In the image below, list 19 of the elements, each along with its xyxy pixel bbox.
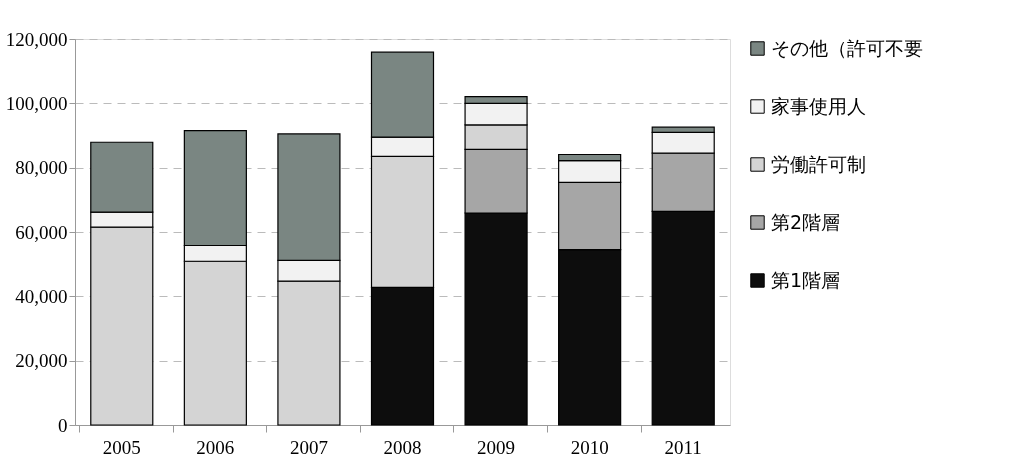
x-tick-label: 2005 [102, 436, 141, 458]
legend-label: 第2階層 [771, 210, 841, 233]
y-tick-label: 20,000 [15, 350, 68, 372]
legend-label: その他（許可不要 [771, 36, 923, 59]
y-tick-label: 120,000 [5, 28, 68, 50]
y-tick-label: 80,000 [15, 157, 68, 179]
legend-label: 第1階層 [771, 268, 841, 291]
x-tick-label: 2006 [196, 436, 235, 458]
legend-label: 労働許可制 [771, 152, 866, 175]
y-tick-label: 0 [58, 414, 68, 436]
y-tick-label: 100,000 [5, 92, 68, 114]
x-tick-label: 2011 [664, 436, 702, 458]
x-tick-label: 2008 [383, 436, 422, 458]
y-tick-label: 40,000 [15, 285, 68, 307]
legend-label: 家事使用人 [771, 94, 866, 117]
x-tick-label: 2009 [477, 436, 516, 458]
y-tick-label: 60,000 [15, 221, 68, 243]
x-tick-label: 2010 [570, 436, 609, 458]
x-tick-label: 2007 [289, 436, 328, 458]
